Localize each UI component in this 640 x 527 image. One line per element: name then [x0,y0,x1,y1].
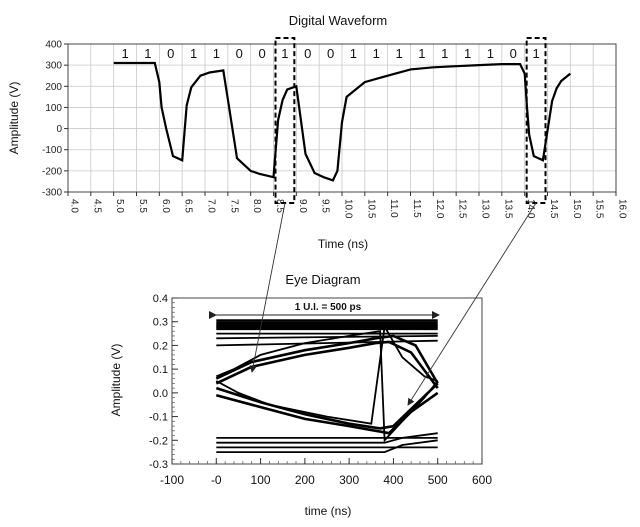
waveform-y-ticks: 400 300 200 100 0 -100 -200 -300 [42,40,68,199]
waveform-y-tick-label: -300 [42,188,62,199]
eye-y-tick-label: -0.3 [149,459,168,471]
waveform-x-tick-label: 14.0 [525,199,536,219]
eye-x-tick-label: 300 [339,473,359,487]
eye-y-tick-label: 0.3 [153,317,168,329]
bit-label: 1 [532,46,539,61]
eye-traces [215,319,439,453]
bit-label: 0 [236,46,243,61]
bit-label: 1 [121,46,128,61]
bit-label: 0 [167,46,174,61]
eye-trace-upper-3 [216,339,438,347]
waveform-x-tick-label: 9.5 [320,199,331,213]
waveform-x-tick-label: 13.0 [480,199,491,219]
connector-arrow-right [407,202,537,406]
waveform-x-tick-label: 7.0 [206,199,217,213]
highlight-window [525,37,547,204]
eye-x-tick-label: 400 [383,473,403,487]
bit-label: 1 [418,46,425,61]
eye-trace-upper-2 [216,335,438,340]
connector-arrow-left [249,202,286,373]
eye-x-label: time (ns) [305,504,352,518]
waveform-x-tick-label: 4.0 [69,199,80,213]
eye-x-tick-label: 600 [472,473,492,487]
waveform-x-tick-label: 16.0 [617,199,628,219]
waveform-y-tick-label: 200 [45,82,62,93]
waveform-x-tick-label: 11.0 [388,199,399,218]
bit-label: 1 [350,46,357,61]
waveform-y-tick-label: 0 [56,124,62,135]
waveform-x-tick-label: 11.5 [411,199,422,218]
bit-label: 0 [304,46,311,61]
waveform-x-tick-label: 12.5 [457,199,468,219]
bit-label: 1 [281,46,288,61]
eye-x-tick-label: 500 [428,473,448,487]
eye-trace-rise-b [215,340,439,389]
bit-label: 1 [190,46,197,61]
bit-label: 0 [510,46,517,61]
waveform-x-tick-label: 12.0 [434,199,445,219]
eye-y-ticks: 0.4 0.3 0.2 0.1 0.0 -0.1 -0.2 -0.3 [149,293,178,471]
bit-label: 1 [213,46,220,61]
bit-label: 1 [395,46,402,61]
unit-interval-marker: 1 U.I. = 500 ps [209,302,440,319]
waveform-x-tick-label: 13.5 [502,199,513,219]
digital-waveform-chart: Digital Waveform 4003002001000-100-200-3… [7,13,628,251]
waveform-x-label: Time (ns) [318,237,368,251]
eye-y-label: Amplitude (V) [109,344,123,417]
eye-title: Eye Diagram [285,272,360,287]
eye-y-tick-label: 0.4 [153,293,168,305]
waveform-x-tick-label: 14.5 [548,199,559,219]
waveform-x-tick-label: 10.0 [343,199,354,219]
eye-trace-rise-a [215,334,439,385]
bit-label: 1 [487,46,494,61]
eye-x-tick-label: -100 [160,473,184,487]
bit-label: 0 [258,46,265,61]
waveform-line [113,61,571,182]
waveform-x-tick-label: 4.5 [91,199,102,213]
waveform-y-tick-label: 100 [45,103,62,114]
eye-x-tick-label: 100 [251,473,271,487]
bit-label: 1 [373,46,380,61]
eye-trace-low-2 [216,432,438,444]
eye-trace-cross-a [215,323,438,425]
waveform-y-tick-label: 300 [45,61,62,72]
waveform-y-tick-label: -100 [42,145,62,156]
waveform-x-tick-label: 15.5 [594,199,605,219]
ui-annotation: 1 U.I. = 500 ps [295,302,362,313]
waveform-x-tick-label: 6.5 [183,199,194,213]
waveform-x-tick-label: 15.0 [571,199,582,219]
eye-diagram-chart: Eye Diagram 0.40.30.20.10.0-0.1-0.2-0.3 … [109,272,492,518]
bit-label: 1 [441,46,448,61]
eye-y-tick-label: 0.2 [153,340,168,352]
eye-y-tick-label: 0.0 [153,388,168,400]
waveform-x-tick-label: 5.0 [114,199,125,213]
waveform-y-tick-label: 400 [45,40,62,51]
bit-label: 0 [327,46,334,61]
waveform-x-tick-label: 8.5 [274,199,285,213]
waveform-x-tick-label: 8.0 [251,199,262,213]
waveform-x-ticks: 4.0 4.5 5.0 5.5 6.0 6.5 7.0 7.5 8.0 8.5 9.0 9.5 10.0… [67,192,628,219]
eye-y-tick-label: -0.1 [149,412,168,424]
waveform-x-tick-label: 9.0 [297,199,308,213]
waveform-x-tick-label: 6.0 [160,199,171,213]
waveform-x-tick-label: 7.5 [228,199,239,213]
eye-x-tick-label: 200 [295,473,315,487]
waveform-x-tick-label: 5.5 [137,199,148,213]
waveform-x-tick-label: 10.5 [365,199,376,219]
bit-label: 1 [144,46,151,61]
waveform-title: Digital Waveform [289,13,387,28]
eye-trace-cross-b [215,330,439,443]
waveform-y-label: Amplitude (V) [7,82,21,155]
bit-label: 1 [464,46,471,61]
eye-y-tick-label: -0.2 [149,435,168,447]
eye-trace-low-4 [216,439,438,453]
eye-y-tick-label: 0.1 [153,364,168,376]
eye-x-tick-label: -0 [211,473,222,487]
eye-plot-frame [171,297,483,465]
eye-x-ticks: -100 -0 100 200 300 400 500 600 [160,458,492,487]
waveform-y-tick-label: -200 [42,166,62,177]
